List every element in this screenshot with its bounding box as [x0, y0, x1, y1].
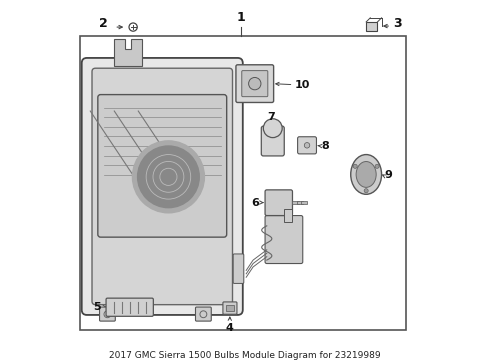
Circle shape	[132, 141, 204, 213]
Text: 2017 GMC Sierra 1500 Bulbs Module Diagram for 23219989: 2017 GMC Sierra 1500 Bulbs Module Diagra…	[108, 351, 380, 360]
FancyBboxPatch shape	[264, 190, 292, 216]
Text: 10: 10	[294, 80, 309, 90]
Text: 3: 3	[393, 17, 401, 30]
Ellipse shape	[355, 162, 375, 187]
FancyBboxPatch shape	[241, 71, 267, 96]
Bar	[300, 201, 306, 204]
Circle shape	[352, 164, 357, 168]
Circle shape	[364, 189, 367, 193]
Ellipse shape	[350, 154, 381, 194]
FancyBboxPatch shape	[297, 137, 316, 154]
Bar	[296, 201, 302, 204]
Text: 8: 8	[321, 141, 329, 151]
Polygon shape	[114, 39, 142, 67]
FancyBboxPatch shape	[98, 95, 226, 237]
Bar	[366, 22, 377, 31]
Text: 2: 2	[99, 17, 107, 30]
Circle shape	[137, 146, 199, 208]
Circle shape	[374, 164, 378, 168]
FancyBboxPatch shape	[100, 307, 115, 321]
Bar	[292, 201, 298, 204]
FancyBboxPatch shape	[235, 65, 273, 103]
FancyBboxPatch shape	[223, 302, 237, 314]
Text: 5: 5	[93, 302, 101, 312]
FancyBboxPatch shape	[195, 307, 211, 321]
Bar	[284, 209, 292, 222]
FancyBboxPatch shape	[261, 126, 284, 156]
Circle shape	[304, 143, 309, 148]
FancyBboxPatch shape	[81, 58, 242, 315]
Text: 1: 1	[236, 11, 245, 24]
FancyBboxPatch shape	[233, 254, 244, 283]
Text: 9: 9	[384, 171, 391, 180]
Text: 4: 4	[225, 323, 233, 333]
FancyBboxPatch shape	[264, 216, 302, 264]
Circle shape	[248, 77, 261, 90]
Bar	[226, 305, 233, 311]
Text: 7: 7	[267, 112, 275, 122]
Text: 6: 6	[251, 198, 259, 208]
FancyBboxPatch shape	[92, 68, 232, 305]
FancyBboxPatch shape	[106, 298, 153, 316]
Circle shape	[263, 119, 282, 138]
